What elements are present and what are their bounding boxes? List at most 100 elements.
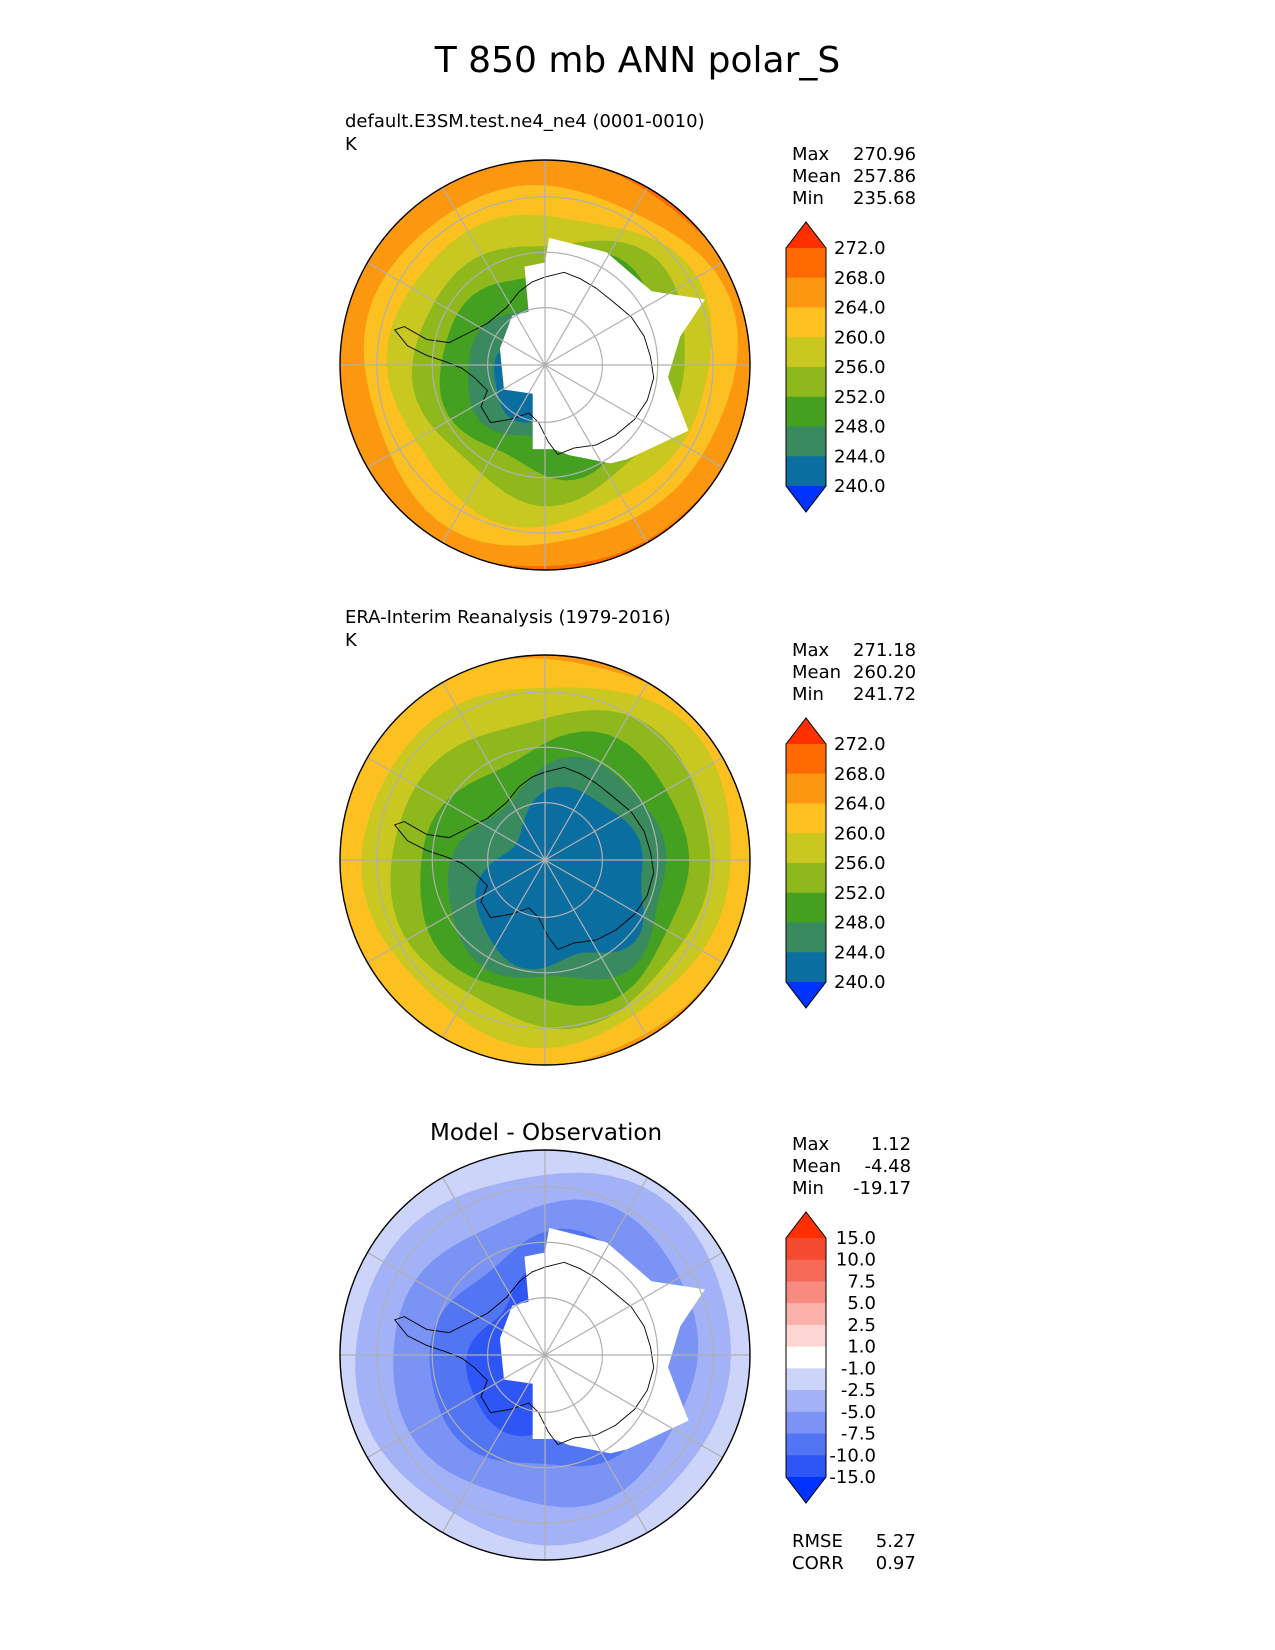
missing-data-region (499, 1227, 705, 1454)
colorbar-tick-label: 10.0 (836, 1250, 876, 1271)
metric-value: 5.27 (875, 1531, 916, 1552)
colorbar-outline (785, 1211, 827, 1504)
panel-2-title: ERA-Interim Reanalysis (1979-2016) (345, 607, 671, 628)
colorbar-tick-label: 240.0 (834, 476, 886, 497)
colorbar-tick-label: 272.0 (834, 238, 886, 259)
colorbar-outline (785, 717, 827, 1009)
field-band (475, 786, 644, 970)
colorbar-tick-label: 248.0 (834, 913, 886, 934)
map-field (340, 160, 750, 570)
stat-value: 1.12 (871, 1134, 912, 1155)
colorbar-segment (786, 1411, 826, 1435)
colorbar-segment (786, 426, 826, 457)
colorbar-tick-label: 256.0 (834, 853, 886, 874)
colorbar-tick-label: 248.0 (834, 417, 886, 438)
colorbar-tick-label: 260.0 (834, 327, 886, 348)
coastline (393, 766, 655, 951)
metric-label: RMSE (792, 1531, 843, 1552)
colorbar-extend-min (786, 1477, 826, 1503)
colorbar-tick-label: 252.0 (834, 387, 886, 408)
stat-label: Mean (792, 1156, 842, 1177)
colorbar-segment (786, 1346, 826, 1369)
colorbar-tick-label: -1.0 (841, 1358, 876, 1379)
colorbar-segment (786, 1238, 826, 1261)
colorbar-extend-min (786, 982, 826, 1008)
colorbar-extend-min (786, 486, 826, 512)
map-panel-1 (339, 159, 751, 571)
colorbar-segment (786, 248, 826, 279)
metric-label: CORR (792, 1553, 844, 1574)
colorbar-segment (786, 1281, 826, 1304)
map-border (339, 654, 751, 1066)
colorbar-tick-label: -5.0 (841, 1402, 876, 1423)
panel-1-stats: Max 270.96 Mean 257.86 Min 235.68 (792, 144, 916, 210)
colorbar-3: -15.0-10.0-7.5-5.0-2.5-1.01.02.55.07.510… (785, 1211, 876, 1504)
colorbar-tick-label: 252.0 (834, 883, 886, 904)
colorbar-segment (786, 1390, 826, 1413)
coastline (393, 1261, 655, 1446)
stat-label: Min (792, 684, 824, 705)
metric-value: 0.97 (875, 1553, 916, 1574)
colorbar-tick-label: -2.5 (841, 1380, 876, 1401)
colorbar-segment (786, 863, 826, 894)
stat-label: Mean (792, 662, 842, 683)
colorbar-segment (786, 1455, 826, 1478)
colorbar-extend-max (786, 222, 826, 248)
stat-label: Min (792, 1178, 824, 1199)
panel-3-metrics: RMSE 5.27 CORR 0.97 (792, 1531, 916, 1575)
colorbar-extend-max (786, 1212, 826, 1238)
panel-2-units: K (345, 630, 357, 651)
panel-1-title: default.E3SM.test.ne4_ne4 (0001-0010) (345, 111, 705, 132)
stat-label: Min (792, 188, 824, 209)
colorbar-tick-label: 7.5 (847, 1271, 876, 1292)
meridian-line (367, 261, 723, 469)
stat-label: Mean (792, 166, 842, 187)
colorbar-segment (786, 744, 826, 775)
meridian-line (367, 756, 723, 964)
colorbar-2: 240.0 244.0 248.0 252.0 256.0 260.0 264.0 268.0… (785, 717, 886, 1009)
colorbar-segment (786, 396, 826, 427)
colorbar-tick-label: 244.0 (834, 942, 886, 963)
stat-label: Max (792, 640, 830, 661)
colorbar-segment (786, 952, 826, 983)
colorbar-segment (786, 1368, 826, 1391)
colorbar-tick-label: 244.0 (834, 446, 886, 467)
stat-value: 241.72 (853, 684, 917, 705)
missing-data-region (499, 237, 705, 464)
stat-label: Max (792, 144, 830, 165)
stat-label: Max (792, 1134, 830, 1155)
colorbar-1: 240.0 244.0 248.0 252.0 256.0 260.0 264.0 268.0… (785, 221, 886, 513)
colorbar-tick-label: 264.0 (834, 794, 886, 815)
colorbar-segment (786, 1433, 826, 1456)
colorbar-segment (786, 773, 826, 804)
colorbar-segment (786, 1303, 826, 1326)
panel-3-title: Model - Observation (430, 1120, 663, 1146)
colorbar-tick-label: 1.0 (847, 1337, 876, 1358)
colorbar-tick-label: 5.0 (847, 1293, 876, 1314)
colorbar-extend-max (786, 718, 826, 744)
colorbar-segment (786, 337, 826, 368)
colorbar-segment (786, 456, 826, 487)
map-field (340, 655, 750, 1065)
coastline (393, 271, 655, 456)
colorbar-segment (786, 892, 826, 923)
stat-value: 257.86 (853, 166, 917, 187)
colorbar-segment (786, 307, 826, 338)
stat-value: 235.68 (853, 188, 917, 209)
colorbar-tick-label: 272.0 (834, 734, 886, 755)
map-border (339, 1149, 751, 1561)
colorbar-tick-label: 15.0 (836, 1228, 876, 1249)
colorbar-tick-label: 268.0 (834, 764, 886, 785)
map-panel-3 (339, 1149, 751, 1561)
map-border (339, 159, 751, 571)
colorbar-tick-label: 264.0 (834, 298, 886, 319)
meridian-line (367, 1251, 723, 1459)
colorbar-tick-label: 268.0 (834, 268, 886, 289)
stat-value: -19.17 (853, 1178, 912, 1199)
map-field (340, 1150, 750, 1560)
map-panel-2 (339, 654, 751, 1066)
stat-value: 271.18 (853, 640, 917, 661)
panel-3-stats: Max 1.12 Mean -4.48 Min -19.17 (792, 1134, 911, 1200)
colorbar-tick-label: -15.0 (829, 1467, 876, 1488)
colorbar-segment (786, 803, 826, 834)
